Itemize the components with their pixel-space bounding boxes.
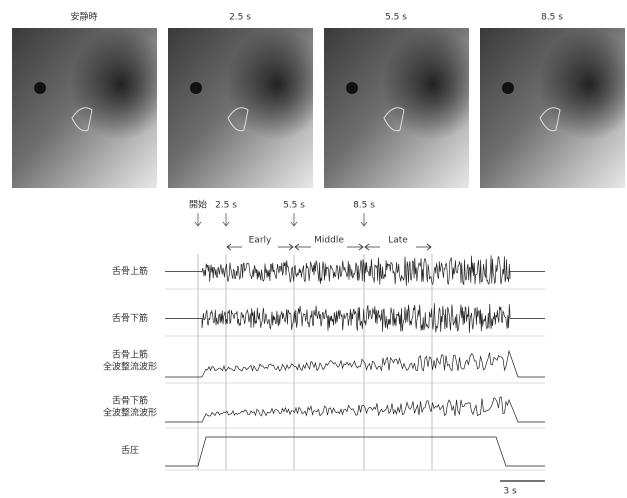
marker-arrow bbox=[291, 213, 297, 226]
trace bbox=[165, 303, 545, 332]
trace-label: 舌骨下筋 bbox=[112, 312, 148, 324]
trace-label: 全波整流波形 bbox=[103, 407, 157, 419]
marker-arrow bbox=[195, 213, 201, 226]
trace-label: 舌骨上筋 bbox=[112, 265, 148, 277]
marker-arrow bbox=[361, 213, 367, 226]
marker-label: 2.5 s bbox=[215, 201, 237, 211]
image-label: 8.5 s bbox=[541, 13, 563, 23]
scale-label: 3 s bbox=[503, 487, 517, 497]
trace-label: 舌骨上筋 bbox=[112, 349, 148, 361]
image-label: 2.5 s bbox=[229, 13, 251, 23]
phase-label: Early bbox=[249, 236, 272, 246]
trace bbox=[165, 255, 545, 286]
marker-label: 開始 bbox=[189, 199, 207, 211]
phase-label: Late bbox=[388, 236, 408, 246]
xray-marker bbox=[34, 82, 46, 94]
marker-label: 5.5 s bbox=[283, 201, 305, 211]
trace bbox=[165, 351, 545, 377]
image-label: 安静時 bbox=[70, 11, 97, 23]
trace-label: 全波整流波形 bbox=[103, 361, 157, 373]
xray-marker bbox=[502, 82, 514, 94]
marker-arrow bbox=[223, 213, 229, 226]
phase-label: Middle bbox=[314, 236, 344, 246]
trace-label: 舌骨下筋 bbox=[112, 395, 148, 407]
xray-marker bbox=[190, 82, 202, 94]
xray-marker bbox=[346, 82, 358, 94]
marker-label: 8.5 s bbox=[353, 201, 375, 211]
figure: 安静時 2.5 s 5.5 s 8.5 s 開始 2.5 s 5.5 s 8.5 s Early… bbox=[0, 0, 627, 498]
image-label: 5.5 s bbox=[385, 13, 407, 23]
trace-label: 舌圧 bbox=[121, 445, 139, 456]
trace bbox=[165, 437, 545, 466]
trace bbox=[165, 397, 545, 422]
